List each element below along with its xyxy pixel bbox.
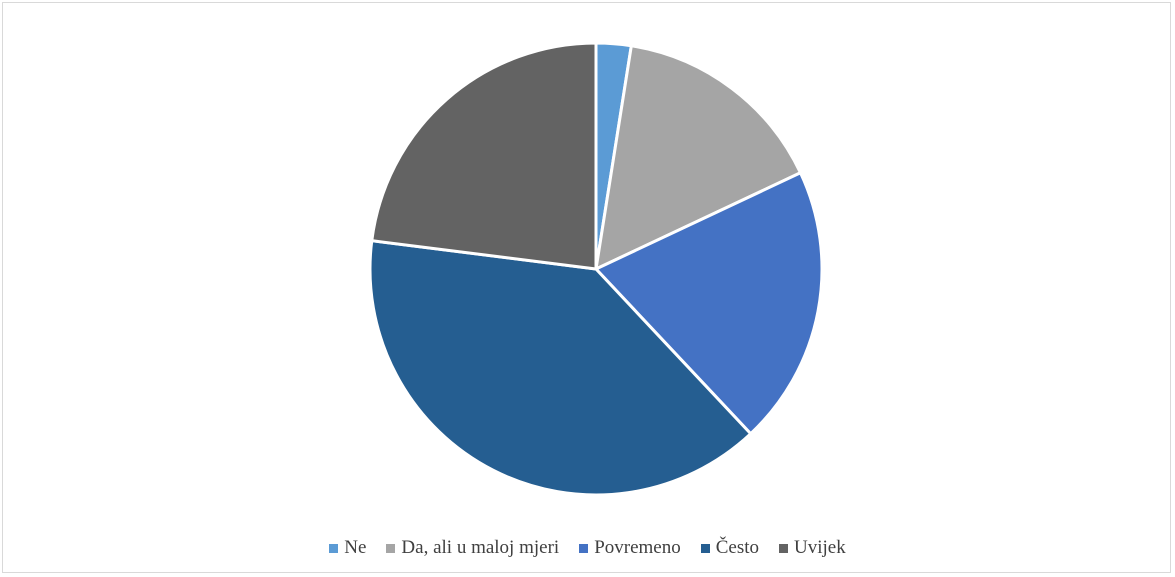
pie-slices	[368, 41, 824, 497]
pie-slice-2	[594, 171, 824, 436]
legend-swatch-3	[700, 543, 710, 553]
legend-item-2: Povremeno	[579, 537, 681, 559]
legend-item-3: Često	[700, 537, 760, 559]
legend-swatch-0	[329, 543, 339, 553]
legend-swatch-2	[579, 543, 589, 553]
legend-item-4: Uvijek	[779, 537, 846, 559]
pie-chart	[368, 41, 824, 497]
legend: Ne Da, ali u maloj mjeri Povremeno Često Uvi…	[3, 537, 1172, 559]
legend-label-3: Često	[715, 537, 760, 558]
pie-slice-4	[370, 41, 598, 271]
legend-label-2: Povremeno	[594, 537, 681, 558]
legend-label-0: Ne	[344, 537, 367, 558]
legend-label-1: Da, ali u maloj mjeri	[401, 537, 560, 558]
pie-slice-3	[368, 239, 753, 497]
legend-swatch-1	[386, 543, 396, 553]
legend-label-4: Uvijek	[794, 537, 846, 558]
legend-swatch-4	[779, 543, 789, 553]
pie-slice-1	[594, 44, 802, 271]
legend-item-1: Da, ali u maloj mjeri	[386, 537, 559, 559]
legend-item-0: Ne	[329, 537, 366, 559]
